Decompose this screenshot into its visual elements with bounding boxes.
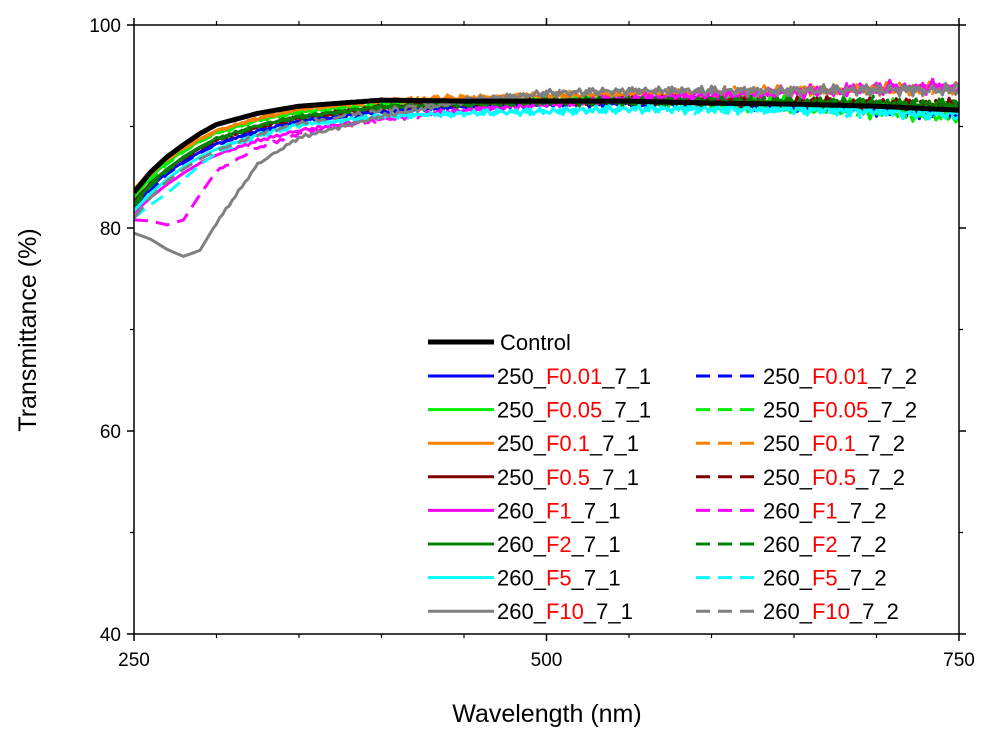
legend-label-250_F0.1_7_1: 250_F0.1_7_1	[497, 431, 639, 456]
legend-text-part: 250_	[763, 431, 813, 456]
legend-label-260_F2_7_1: 260_F2_7_1	[497, 532, 621, 557]
legend-text-part: _7_1	[571, 566, 621, 591]
y-tick-label: 40	[100, 625, 121, 646]
x-axis-title: Wavelength (nm)	[452, 700, 641, 728]
legend-text-part: 260_	[497, 566, 547, 591]
legend-label-250_F0.5_7_2: 250_F0.5_7_2	[763, 465, 905, 490]
y-tick-label: 60	[100, 422, 121, 443]
legend-text-part: F1	[812, 498, 838, 523]
legend-text-part: F0.05	[812, 398, 868, 423]
legend-text-part: F0.01	[546, 364, 602, 389]
legend-label-250_F0.01_7_2: 250_F0.01_7_2	[763, 364, 917, 389]
y-tick-label: 100	[89, 16, 121, 37]
legend-label-260_F2_7_2: 260_F2_7_2	[763, 532, 887, 557]
legend-label-250_F0.1_7_2: 250_F0.1_7_2	[763, 431, 905, 456]
legend-text-part: 260_	[763, 599, 813, 624]
legend-text-part: _7_1	[601, 398, 651, 423]
legend-text-part: _7_2	[837, 498, 887, 523]
legend-text-part: F0.5	[812, 465, 856, 490]
legend-text-part: 250_	[497, 398, 547, 423]
legend-label-260_F5_7_2: 260_F5_7_2	[763, 566, 887, 591]
legend-text-part: _7_1	[589, 465, 639, 490]
legend-text-part: F5	[812, 566, 838, 591]
legend-text-part: F5	[546, 566, 572, 591]
legend-text-part: F0.1	[546, 431, 590, 456]
axes: 250 500 750 40 60 80 100	[89, 16, 975, 671]
legend-text-part: 260_	[763, 532, 813, 557]
legend-label-260_F1_7_1: 260_F1_7_1	[497, 498, 621, 523]
x-tick-label: 750	[943, 650, 975, 671]
legend-text-part: _7_2	[837, 566, 887, 591]
legend-text-part: 250_	[763, 398, 813, 423]
legend-text-part: 250_	[763, 465, 813, 490]
legend-text-part: 250_	[497, 364, 547, 389]
legend-text-part: F0.01	[812, 364, 868, 389]
legend-label-260_F5_7_1: 260_F5_7_1	[497, 566, 621, 591]
legend-text-part: _7_1	[571, 532, 621, 557]
legend-label-260_F10_7_1: 260_F10_7_1	[497, 599, 633, 624]
legend-text-part: 260_	[497, 498, 547, 523]
y-axis-title: Transmittance (%)	[14, 228, 42, 431]
legend-text-part: 250_	[763, 364, 813, 389]
legend-label-260_F10_7_2: 260_F10_7_2	[763, 599, 899, 624]
legend-label-250_F0.05_7_2: 250_F0.05_7_2	[763, 398, 917, 423]
x-tick-label: 250	[118, 650, 150, 671]
legend-text-part: 250_	[497, 431, 547, 456]
legend-text-part: 260_	[497, 532, 547, 557]
legend-text-part: F2	[812, 532, 838, 557]
legend-background	[422, 328, 950, 624]
legend-text-part: _7_1	[589, 431, 639, 456]
series-line-260_F10_7_2	[134, 81, 959, 219]
legend-text-part: _7_1	[583, 599, 633, 624]
x-tick-label: 500	[531, 650, 563, 671]
legend-text-part: F0.05	[546, 398, 602, 423]
legend-text-part: 260_	[497, 599, 547, 624]
plot-lines	[134, 77, 959, 258]
legend-text-part: F1	[546, 498, 572, 523]
legend-text-part: _7_2	[867, 398, 917, 423]
legend-label-Control: Control	[500, 330, 571, 355]
legend-text-part: F0.1	[812, 431, 856, 456]
legend-text-part: F2	[546, 532, 572, 557]
legend-label-250_F0.05_7_1: 250_F0.05_7_1	[497, 398, 651, 423]
legend-text-part: 250_	[497, 465, 547, 490]
legend-text-part: F10	[812, 599, 850, 624]
legend-text-part: F10	[546, 599, 584, 624]
legend-text-part: _7_2	[855, 431, 905, 456]
legend-text-part: Control	[500, 330, 571, 355]
series-line-260_F5_7_2	[134, 102, 959, 219]
legend-label-250_F0.5_7_1: 250_F0.5_7_1	[497, 465, 639, 490]
legend-label-250_F0.01_7_1: 250_F0.01_7_1	[497, 364, 651, 389]
y-tick-label: 80	[100, 219, 121, 240]
legend-text-part: _7_2	[849, 599, 899, 624]
legend-text-part: F0.5	[546, 465, 590, 490]
legend-text-part: _7_2	[855, 465, 905, 490]
legend-text-part: _7_1	[601, 364, 651, 389]
legend-text-part: _7_2	[837, 532, 887, 557]
series-line-Control	[134, 97, 959, 195]
legend-text-part: _7_2	[867, 364, 917, 389]
legend-text-part: 260_	[763, 498, 813, 523]
legend-label-260_F1_7_2: 260_F1_7_2	[763, 498, 887, 523]
legend-text-part: 260_	[763, 566, 813, 591]
legend-text-part: _7_1	[571, 498, 621, 523]
